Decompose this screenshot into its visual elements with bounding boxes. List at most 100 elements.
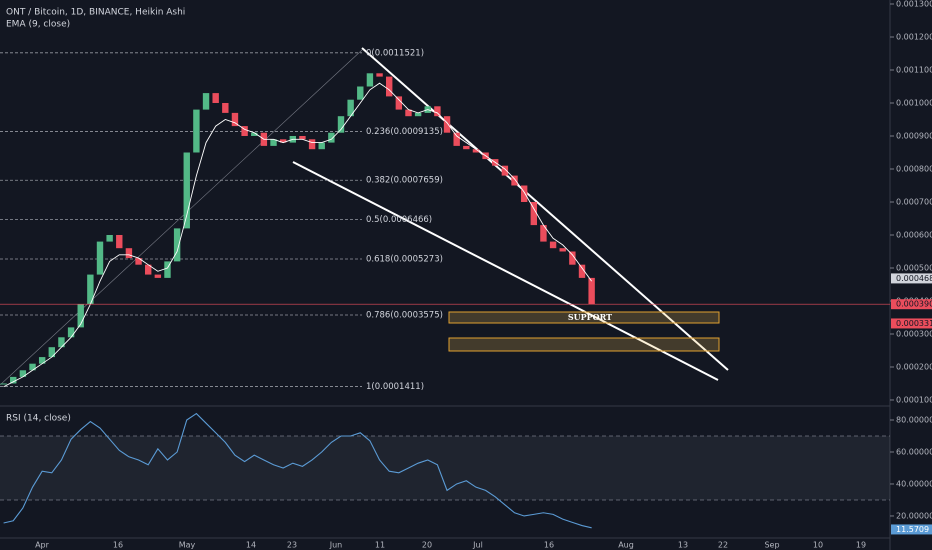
x-tick-label: 11	[375, 541, 385, 550]
indicator-label: EMA (9, close)	[6, 20, 70, 30]
candle	[154, 274, 162, 278]
support-label: SUPPORT	[568, 312, 612, 322]
price-tag	[891, 299, 932, 310]
x-tick-label: May	[179, 541, 196, 550]
x-tick-label: Jun	[329, 541, 343, 550]
candle	[549, 241, 557, 249]
candle	[145, 264, 152, 275]
candle	[520, 185, 528, 202]
candle	[472, 149, 480, 153]
x-tick-label: 16	[113, 541, 123, 550]
support-zone	[448, 311, 720, 324]
fib-label: 0.236(0.0009135)	[366, 127, 443, 137]
chart-title: ONT / Bitcoin, 1D, BINANCE, Heikin Ashi	[6, 8, 185, 18]
candle	[453, 132, 460, 146]
trend-line	[292, 161, 719, 381]
candle	[193, 109, 200, 153]
candle	[530, 201, 537, 226]
fib-trend-line	[0, 49, 363, 386]
fib-label: 0.786(0.0003575)	[366, 311, 443, 321]
candle	[386, 76, 393, 97]
ema-line	[3, 82, 593, 388]
fib-label: 0.382(0.0007659)	[366, 176, 443, 186]
candle	[222, 102, 229, 113]
candle	[588, 277, 595, 305]
fib-label: 0.5(0.0006466)	[366, 215, 432, 225]
candle	[578, 264, 586, 278]
candle	[443, 116, 451, 133]
candle	[511, 175, 518, 186]
x-tick-label: 19	[856, 541, 866, 550]
candle	[270, 139, 277, 146]
rsi-band	[0, 435, 890, 500]
candle	[77, 304, 84, 328]
candle	[569, 251, 576, 265]
candle	[58, 337, 65, 348]
x-tick-label: Aug	[618, 541, 634, 550]
candle	[279, 139, 287, 143]
price-tag	[891, 273, 932, 284]
x-tick-label: 23	[287, 541, 297, 550]
x-tick-label: 22	[718, 541, 728, 550]
candle	[202, 93, 210, 110]
candle	[241, 126, 248, 136]
x-tick-label: Apr	[35, 541, 50, 550]
y-tick-label: 20.000000	[896, 511, 932, 520]
candle	[328, 132, 335, 143]
candle	[434, 106, 441, 117]
y-tick-label: 60.000000	[896, 447, 932, 456]
x-tick-label: 20	[422, 541, 432, 550]
candle	[366, 73, 374, 87]
candle	[29, 363, 36, 371]
price-tag-label: 0.0004684	[896, 274, 932, 283]
candle	[116, 234, 123, 249]
candle	[463, 145, 470, 150]
candle	[48, 347, 55, 358]
x-tick-label: Jul	[472, 541, 483, 550]
candle	[414, 112, 422, 117]
x-tick-label: 13	[678, 541, 688, 550]
candle	[357, 86, 364, 100]
candle	[501, 165, 509, 176]
candle	[67, 327, 75, 338]
rsi-line	[3, 412, 592, 529]
rsi-tag-label: 11.5709	[896, 525, 929, 534]
candle	[0, 383, 7, 385]
candle	[318, 142, 325, 150]
candle	[96, 241, 104, 275]
support-zone	[448, 337, 720, 352]
candle	[308, 139, 316, 150]
candle	[183, 152, 190, 229]
trend-line	[361, 47, 729, 371]
candle	[299, 135, 306, 140]
price-tag-label: 0.0003903	[896, 300, 932, 309]
candle	[540, 225, 547, 242]
candle	[395, 96, 403, 110]
candle	[231, 112, 239, 127]
candle	[337, 116, 345, 133]
fib-label: 0(0.0011521)	[366, 48, 424, 58]
candle	[212, 93, 219, 103]
candle	[164, 261, 171, 278]
fib-label: 1(0.0001411)	[366, 382, 424, 392]
y-tick-label: 80.000000	[896, 415, 932, 424]
y-tick-label: 40.000000	[896, 479, 932, 488]
x-tick-label: 16	[544, 541, 554, 550]
candle	[173, 228, 181, 262]
rsi-title: RSI (14, close)	[6, 414, 71, 424]
candle	[106, 234, 113, 242]
candle	[19, 370, 27, 377]
candle	[405, 109, 412, 117]
candle	[559, 248, 566, 252]
candle	[87, 274, 94, 305]
